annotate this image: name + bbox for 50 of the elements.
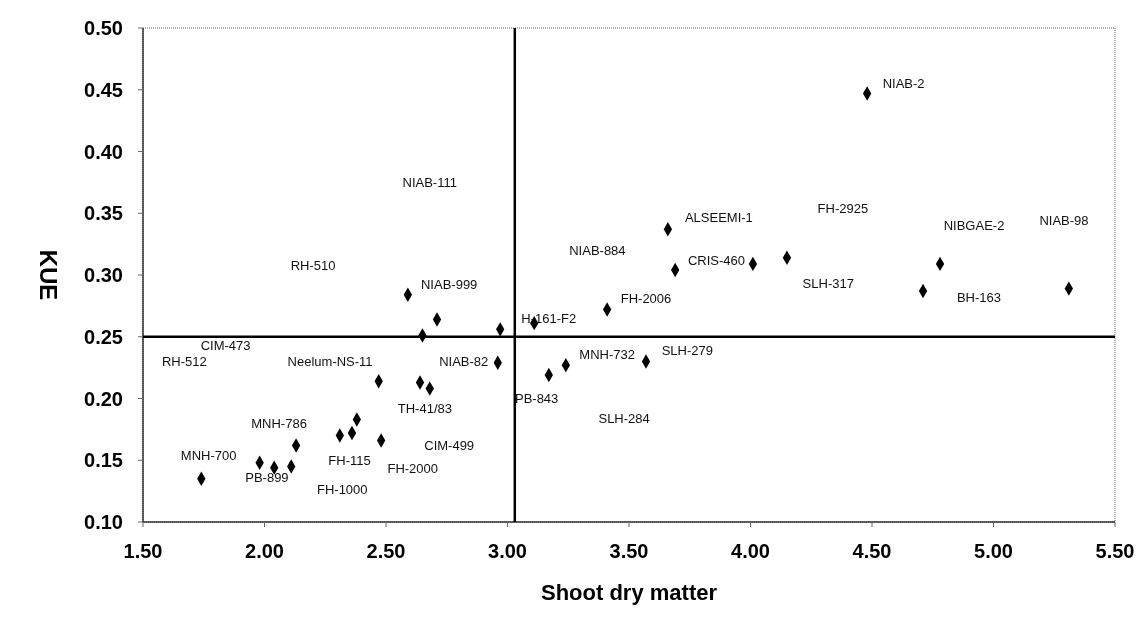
annotation: RH-510 — [290, 257, 336, 273]
y-tick-label: 0.15 — [84, 449, 123, 472]
x-tick-label: 4.00 — [731, 540, 770, 562]
y-tick-label: 0.45 — [84, 78, 123, 101]
annotation: SLH-284 — [598, 410, 650, 426]
x-tick-label: 5.50 — [1095, 540, 1135, 562]
annotation: NIAB-884 — [569, 242, 626, 258]
annotation: PB-843 — [514, 391, 559, 407]
x-tick-label: 4.50 — [852, 540, 892, 562]
annotation: SLH-279 — [661, 342, 713, 358]
annotation: NIBGAE-2 — [943, 218, 1005, 234]
annotation: H-161-F2 — [521, 310, 577, 326]
annotation: TH-41/83 — [397, 400, 452, 416]
annotation: CIM-499 — [424, 437, 475, 453]
annotation: PB-899 — [245, 470, 289, 486]
x-axis-title: Shoot dry matter — [540, 580, 718, 605]
y-tick-label: 0.50 — [84, 17, 123, 39]
x-tick-label: 2.50 — [366, 540, 406, 562]
annotation: NIAB-999 — [420, 277, 478, 293]
y-tick-label: 0.10 — [84, 511, 123, 533]
annotation: CIM-473 — [200, 337, 251, 353]
y-axis-title: KUE — [35, 249, 62, 301]
annotation: FH-2006 — [620, 291, 672, 307]
annotation: NIAB-98 — [1039, 213, 1089, 229]
x-tick-label: 2.00 — [245, 540, 284, 562]
annotation: CRIS-460 — [687, 252, 746, 268]
annotation: NIAB-111 — [402, 174, 457, 190]
y-tick-label: 0.30 — [84, 264, 123, 286]
annotation: NIAB-2 — [882, 76, 925, 92]
annotation: FH-1000 — [316, 482, 368, 498]
x-tick-label: 3.00 — [488, 540, 527, 562]
annotation: MNH-700 — [180, 447, 237, 463]
y-tick-label: 0.35 — [84, 202, 123, 225]
x-tick-label: 3.50 — [609, 540, 649, 562]
annotation: Neelum-NS-11 — [287, 354, 373, 369]
annotation: MNH-732 — [579, 346, 635, 362]
y-tick-label: 0.25 — [84, 325, 123, 348]
annotation: MNH-786 — [251, 415, 307, 431]
annotation: RH-512 — [161, 354, 207, 369]
annotation: ALSEEMI-1 — [684, 209, 753, 225]
y-tick-label: 0.40 — [84, 140, 123, 163]
x-tick-label: 5.00 — [974, 540, 1013, 562]
y-tick-label: 0.20 — [84, 387, 123, 410]
annotation: BH-163 — [956, 289, 1001, 305]
annotation: FH-115 — [328, 452, 371, 468]
annotation: FH-2000 — [387, 461, 439, 477]
annotation: FH-2925 — [817, 200, 869, 216]
annotation: SLH-317 — [802, 276, 854, 292]
annotation: NIAB-82 — [439, 354, 489, 369]
x-tick-label: 1.50 — [123, 540, 163, 562]
